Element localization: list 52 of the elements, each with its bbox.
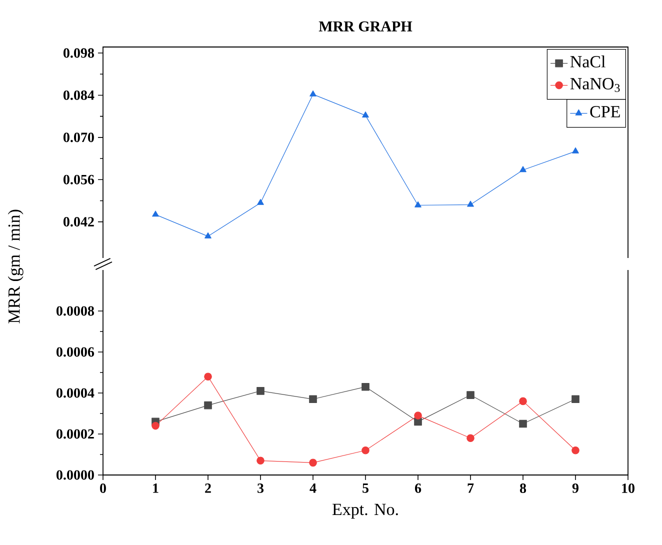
point	[204, 401, 212, 410]
y-tick-label: 0.0004	[56, 388, 94, 398]
x-tick-label: 4	[310, 484, 316, 493]
y-tick-label: 0.0000	[56, 470, 94, 480]
x-tick-label: 5	[362, 484, 368, 493]
x-tick-label: 10	[622, 484, 634, 493]
point	[466, 391, 474, 399]
point	[362, 112, 369, 118]
point	[309, 458, 317, 467]
x-tick-label: 3	[258, 484, 264, 493]
y-tick-label: 0.0008	[56, 306, 94, 316]
point	[466, 434, 474, 442]
y-tick-label: 0.070	[64, 132, 94, 142]
legend-label: NaCl	[570, 56, 606, 68]
point	[572, 147, 579, 154]
point	[467, 200, 474, 207]
point	[204, 232, 212, 238]
point	[414, 201, 422, 208]
point	[310, 90, 316, 96]
y-tick-label: 0.042	[64, 217, 94, 227]
y-tick-label: 0.0006	[56, 347, 94, 357]
point	[152, 210, 159, 217]
y-tick-label: 0.084	[64, 90, 94, 100]
y-tick-label: 0.098	[64, 48, 94, 58]
chart-title: MRR GRAPH	[318, 21, 412, 32]
x-tick-label: 2	[205, 484, 211, 493]
point	[152, 422, 160, 430]
point	[204, 372, 212, 380]
x-tick-label: 0	[100, 484, 106, 493]
point	[520, 166, 526, 172]
x-tick-label: 7	[468, 484, 474, 493]
x-tick-label: 6	[414, 484, 422, 493]
x-tick-label: 9	[572, 484, 578, 493]
point	[362, 446, 370, 454]
y-tick-label: 0.056	[64, 174, 94, 184]
point	[519, 420, 527, 428]
point	[414, 412, 422, 420]
point	[362, 382, 370, 391]
point	[572, 446, 580, 454]
x-axis-title: Expt. No.	[332, 504, 398, 519]
legend-label: NaNO$_{3}$	[570, 78, 620, 92]
y-axis-title: MRR (gm / min)	[8, 210, 24, 324]
point	[256, 456, 264, 465]
x-tick-label: 1	[153, 484, 158, 493]
point	[256, 387, 264, 395]
point	[257, 198, 264, 205]
point	[309, 395, 317, 404]
legend-label: CPE	[590, 106, 620, 118]
point	[519, 397, 527, 406]
point	[572, 395, 580, 404]
y-tick-label: 0.0002	[56, 429, 94, 439]
x-tick-label: 8	[520, 484, 526, 493]
